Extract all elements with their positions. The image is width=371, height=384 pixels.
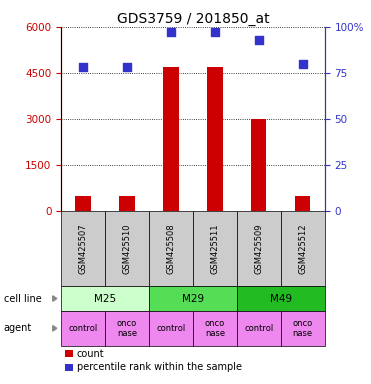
Text: control: control: [244, 324, 273, 333]
Text: GSM425508: GSM425508: [167, 223, 175, 274]
Text: agent: agent: [4, 323, 32, 333]
Text: M25: M25: [94, 293, 116, 304]
Text: GSM425512: GSM425512: [298, 223, 307, 274]
Text: count: count: [77, 349, 104, 359]
Point: [124, 65, 130, 71]
Text: M29: M29: [182, 293, 204, 304]
Text: M49: M49: [270, 293, 292, 304]
Polygon shape: [53, 326, 57, 331]
Text: GSM425507: GSM425507: [79, 223, 88, 274]
Point: [80, 65, 86, 71]
Bar: [295, 196, 311, 211]
Polygon shape: [53, 296, 57, 301]
Point: [300, 61, 306, 67]
Text: onco
nase: onco nase: [205, 319, 225, 338]
Text: cell line: cell line: [4, 293, 42, 304]
Text: control: control: [69, 324, 98, 333]
Text: onco
nase: onco nase: [293, 319, 313, 338]
Text: onco
nase: onco nase: [117, 319, 137, 338]
Text: control: control: [156, 324, 186, 333]
Text: percentile rank within the sample: percentile rank within the sample: [77, 362, 242, 372]
Text: GSM425509: GSM425509: [254, 223, 263, 274]
Bar: [207, 67, 223, 211]
Title: GDS3759 / 201850_at: GDS3759 / 201850_at: [116, 12, 269, 26]
Bar: [163, 67, 179, 211]
Bar: [119, 196, 135, 211]
Text: GSM425510: GSM425510: [122, 223, 132, 274]
Bar: [251, 119, 266, 211]
Point: [256, 37, 262, 43]
Bar: [75, 196, 91, 211]
Point: [212, 29, 218, 35]
Point: [168, 29, 174, 35]
Text: GSM425511: GSM425511: [210, 223, 219, 274]
